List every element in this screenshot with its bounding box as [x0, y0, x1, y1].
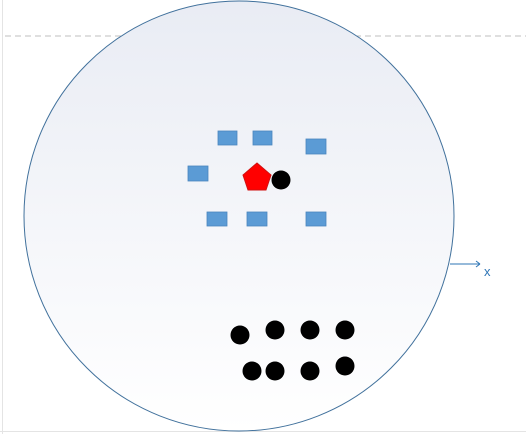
black-dot	[335, 356, 355, 376]
blue-square	[252, 130, 273, 146]
black-dot	[265, 320, 285, 340]
black-dot	[300, 320, 320, 340]
blue-square	[206, 211, 228, 227]
field-circle	[23, 0, 455, 432]
blue-square	[217, 130, 238, 146]
blue-square	[305, 211, 327, 227]
black-dot	[265, 361, 285, 381]
black-dot	[300, 361, 320, 381]
blue-square	[187, 165, 209, 182]
blue-square	[305, 138, 327, 155]
black-dot	[335, 320, 355, 340]
black-dot	[242, 361, 262, 381]
black-dot	[271, 170, 291, 190]
x-axis-arrowhead-upper	[475, 260, 481, 265]
x-axis-arrowhead-lower	[475, 263, 481, 268]
blue-square	[246, 211, 268, 227]
red-pentagon	[242, 162, 272, 191]
x-axis-label: x	[484, 264, 491, 279]
black-dot	[230, 325, 250, 345]
